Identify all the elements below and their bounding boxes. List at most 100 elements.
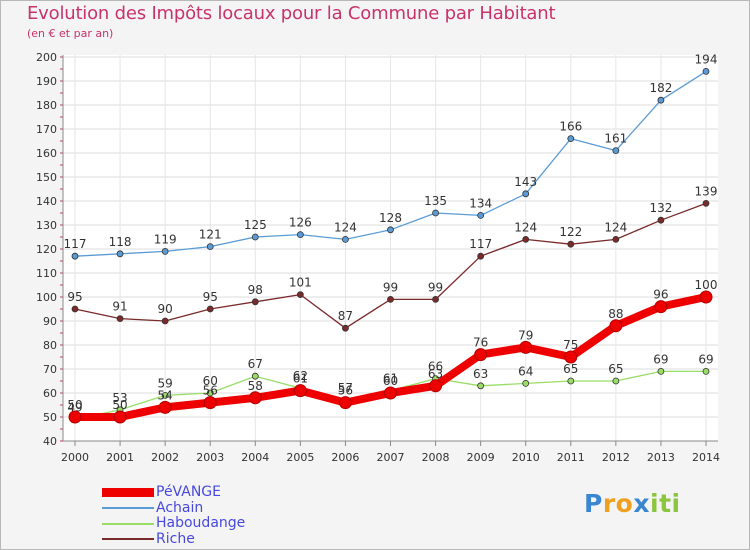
data-label: 121: [199, 228, 222, 242]
x-tick-label: 2002: [151, 451, 179, 464]
data-label: 61: [293, 372, 308, 386]
data-label: 90: [158, 302, 173, 316]
data-label: 76: [473, 336, 488, 350]
legend-item: Riche: [102, 530, 245, 548]
data-point: [612, 235, 620, 243]
data-point: [522, 235, 530, 243]
data-point: [609, 319, 623, 333]
y-tick-label: 160: [36, 147, 57, 160]
data-label: 118: [109, 235, 132, 249]
data-point: [702, 199, 710, 207]
data-point: [477, 382, 485, 390]
data-point: [293, 384, 307, 398]
legend-label: Riche: [156, 530, 195, 547]
data-label: 194: [695, 52, 718, 66]
y-tick-label: 90: [43, 315, 57, 328]
data-point: [657, 367, 665, 375]
x-tick-label: 2006: [331, 451, 359, 464]
brand-letter: r: [602, 489, 616, 518]
legend: PéVANGE Achain Haboudange Riche: [102, 485, 245, 547]
data-point: [519, 340, 533, 354]
data-label: 62: [293, 369, 308, 383]
data-point: [612, 377, 620, 385]
brand-letter: i: [650, 489, 660, 518]
data-label: 143: [514, 175, 537, 189]
data-label: 54: [158, 388, 173, 402]
data-label: 67: [248, 357, 263, 371]
data-label: 124: [514, 220, 537, 234]
data-point: [68, 410, 82, 424]
y-tick-label: 120: [36, 243, 57, 256]
data-point: [248, 391, 262, 405]
data-label: 132: [649, 201, 672, 215]
data-point: [612, 147, 620, 155]
data-label: 100: [695, 278, 718, 292]
data-point: [161, 391, 169, 399]
data-label: 128: [379, 211, 402, 225]
data-point: [522, 379, 530, 387]
data-point: [432, 209, 439, 217]
x-tick-label: 2014: [692, 451, 720, 464]
data-point: [116, 250, 124, 258]
data-label: 101: [289, 276, 312, 290]
legend-swatch: [102, 522, 154, 525]
x-tick-label: 2013: [647, 451, 675, 464]
y-tick-label: 130: [36, 219, 57, 232]
data-label: 79: [518, 328, 533, 342]
data-point: [342, 235, 349, 243]
data-label: 60: [383, 374, 398, 388]
data-label: 50: [67, 398, 82, 412]
data-label: 166: [559, 120, 582, 134]
x-tick-label: 2000: [61, 451, 89, 464]
data-label: 124: [334, 220, 357, 234]
data-label: 50: [112, 398, 127, 412]
data-point: [702, 367, 710, 375]
data-label: 56: [338, 384, 353, 398]
data-point: [474, 348, 488, 362]
y-tick-label: 50: [43, 411, 57, 424]
x-tick-label: 2012: [602, 451, 630, 464]
data-label: 95: [67, 290, 82, 304]
x-tick-label: 2005: [286, 451, 314, 464]
data-label: 75: [563, 338, 578, 352]
data-point: [387, 295, 394, 303]
brand-letter: t: [659, 489, 672, 518]
data-label: 117: [469, 237, 492, 251]
data-label: 60: [203, 374, 218, 388]
legend-swatch: [102, 507, 154, 510]
legend-item: PéVANGE: [102, 485, 245, 501]
data-label: 161: [604, 132, 627, 146]
data-label: 96: [653, 288, 668, 302]
x-tick-label: 2010: [512, 451, 540, 464]
data-label: 124: [604, 220, 627, 234]
data-point: [429, 379, 443, 393]
data-label: 69: [653, 352, 668, 366]
data-point: [567, 135, 575, 143]
data-point: [71, 305, 79, 313]
legend-item: Haboudange: [102, 516, 245, 532]
chart-subtitle: (en € et par an): [27, 27, 114, 40]
data-point: [432, 295, 439, 303]
y-tick-label: 180: [36, 99, 57, 112]
y-tick-label: 40: [43, 435, 57, 448]
data-label: 69: [698, 352, 713, 366]
data-point: [251, 372, 259, 380]
data-label: 49: [67, 400, 82, 414]
data-point: [654, 300, 668, 314]
data-label: 59: [158, 376, 173, 390]
y-tick-label: 200: [36, 51, 57, 64]
data-label: 126: [289, 216, 312, 230]
data-point: [657, 96, 665, 104]
data-point: [567, 377, 575, 385]
brand-letter: x: [633, 489, 650, 518]
data-point: [206, 305, 214, 313]
data-point: [161, 247, 169, 255]
data-label: 61: [383, 372, 398, 386]
legend-label: PéVANGE: [156, 484, 221, 501]
data-point: [387, 226, 394, 234]
y-tick-label: 140: [36, 195, 57, 208]
y-tick-label: 80: [43, 339, 57, 352]
data-label: 139: [695, 184, 718, 198]
data-point: [251, 233, 259, 241]
